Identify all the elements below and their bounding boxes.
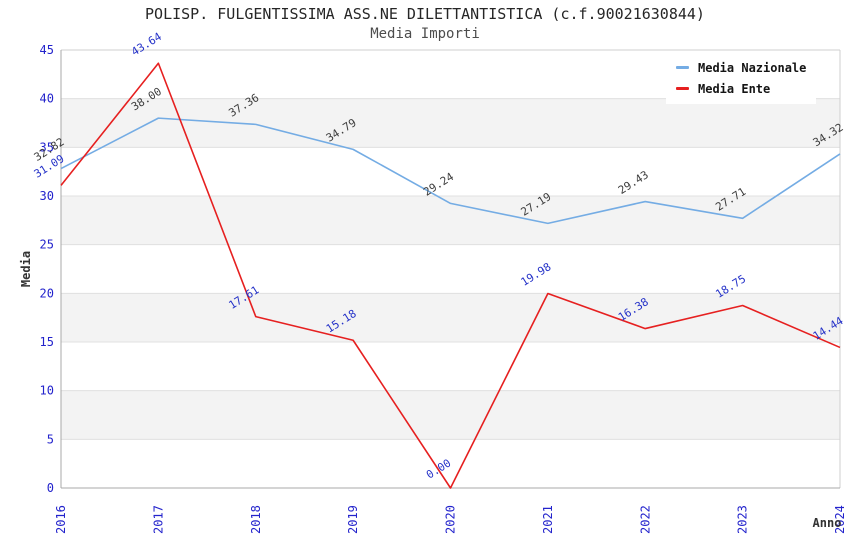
plot-band	[61, 98, 840, 148]
data-label-media-ente: 43.64	[129, 30, 164, 59]
data-label-media-ente: 19.98	[519, 260, 554, 289]
x-tick-label: 2019	[346, 505, 360, 534]
data-label-media-nazionale: 29.24	[421, 170, 456, 199]
y-tick-label: 45	[40, 43, 54, 57]
y-tick-label: 0	[47, 481, 54, 495]
legend-item-media-nazionale: Media Nazionale	[676, 61, 816, 75]
plot-band	[61, 293, 840, 342]
legend-swatch-media-ente-icon	[676, 87, 689, 90]
legend: Media Nazionale Media Ente	[666, 52, 816, 104]
y-tick-label: 20	[40, 286, 54, 300]
series-line-media-ente	[60, 62, 841, 489]
x-tick-label: 2017	[151, 505, 165, 534]
x-tick-label: 2021	[541, 505, 555, 534]
chart-subtitle: Media Importi	[370, 26, 480, 42]
x-tick-label: 2020	[444, 505, 458, 534]
x-tick-label: 2016	[54, 505, 68, 534]
y-tick-label: 40	[40, 92, 54, 106]
x-tick-label: 2024	[833, 505, 847, 534]
x-tick-label: 2022	[638, 505, 652, 534]
data-label-media-nazionale: 29.43	[616, 168, 651, 197]
data-label-media-ente: 0.00	[424, 456, 453, 481]
y-tick-label: 5	[47, 432, 54, 446]
y-tick-label: 15	[40, 335, 54, 349]
plot-band	[61, 390, 840, 440]
y-axis-title: Media	[19, 251, 33, 287]
legend-label-media-nazionale: Media Nazionale	[698, 60, 807, 75]
chart-title: POLISP. FULGENTISSIMA ASS.NE DILETTANTIS…	[145, 5, 705, 23]
legend-swatch-media-nazionale-icon	[676, 66, 689, 69]
series-line-media-nazionale	[60, 117, 841, 225]
legend-item-media-ente: Media Ente	[676, 82, 816, 96]
y-tick-label: 35	[40, 140, 54, 154]
y-tick-label: 30	[40, 189, 54, 203]
x-tick-label: 2023	[736, 505, 750, 534]
legend-label-media-ente: Media Ente	[698, 81, 771, 96]
x-axis-title: Anno	[813, 516, 842, 530]
y-tick-label: 10	[40, 384, 54, 398]
y-tick-label: 25	[40, 238, 54, 252]
x-tick-label: 2018	[249, 505, 263, 534]
